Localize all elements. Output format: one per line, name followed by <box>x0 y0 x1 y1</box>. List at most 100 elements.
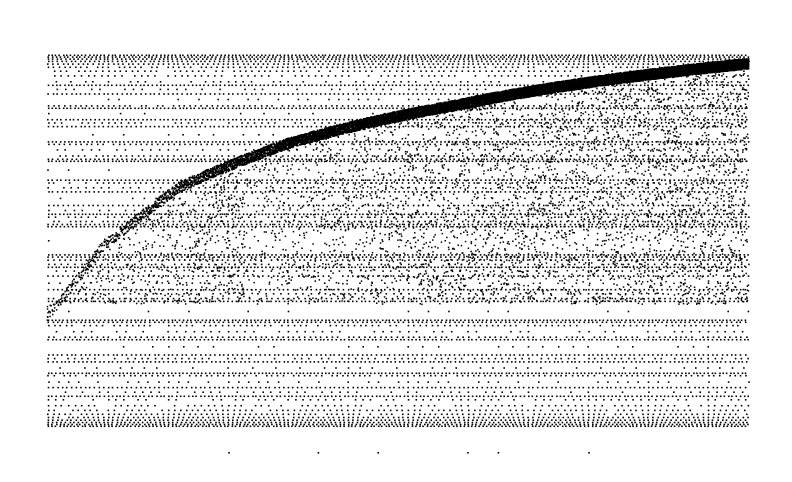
data-point <box>734 182 736 184</box>
data-point <box>541 404 544 407</box>
data-point <box>173 324 176 327</box>
data-point <box>130 288 133 291</box>
data-point <box>486 256 488 258</box>
data-point <box>620 354 622 356</box>
data-point <box>509 191 511 193</box>
data-point <box>347 63 350 65</box>
data-point <box>257 293 259 295</box>
data-point <box>740 357 743 360</box>
data-point <box>113 105 115 107</box>
data-point <box>503 112 505 115</box>
data-point <box>82 63 85 65</box>
data-point <box>417 98 420 101</box>
data-point <box>200 75 203 77</box>
data-point <box>93 223 96 226</box>
data-point <box>267 404 270 407</box>
data-point <box>655 399 657 401</box>
data-point <box>429 259 432 261</box>
data-point <box>135 143 137 146</box>
data-point <box>158 321 160 324</box>
data-point <box>483 105 486 107</box>
data-point <box>592 297 595 300</box>
data-point <box>114 122 116 124</box>
data-point <box>718 413 720 416</box>
data-point <box>408 259 410 261</box>
data-point <box>577 416 580 419</box>
data-point <box>195 256 198 258</box>
data-point <box>501 391 503 393</box>
data-point <box>654 324 656 327</box>
data-point <box>527 416 529 419</box>
data-point <box>397 66 399 69</box>
data-point <box>516 155 518 157</box>
data-point <box>61 223 64 226</box>
data-point <box>130 413 132 416</box>
data-point <box>149 386 151 389</box>
data-point <box>420 191 423 193</box>
data-point <box>702 204 704 207</box>
data-point <box>734 191 737 193</box>
data-point <box>509 155 512 157</box>
data-point <box>628 357 630 360</box>
data-point <box>148 275 150 277</box>
data-point <box>132 204 135 207</box>
data-point <box>421 386 424 389</box>
data-point <box>478 182 480 184</box>
data-point <box>719 324 721 327</box>
data-point <box>107 204 110 207</box>
data-point <box>621 404 623 407</box>
data-point <box>319 191 321 193</box>
data-point <box>500 216 502 218</box>
data-point <box>654 81 657 83</box>
data-point <box>518 158 520 161</box>
data-point <box>210 66 213 69</box>
data-point <box>588 259 590 261</box>
data-point <box>96 182 99 184</box>
data-point <box>89 70 92 72</box>
data-point <box>339 149 342 151</box>
data-point <box>445 374 447 377</box>
data-point <box>361 223 363 226</box>
data-point <box>448 354 451 356</box>
data-point <box>380 288 382 291</box>
data-point <box>309 105 312 107</box>
data-point <box>122 293 125 295</box>
data-point <box>467 70 470 72</box>
data-point <box>296 391 298 393</box>
data-point <box>597 354 599 356</box>
data-point <box>343 354 346 356</box>
data-point <box>254 263 257 266</box>
data-point <box>685 413 688 416</box>
data-point <box>481 354 483 356</box>
data-point <box>195 259 197 261</box>
data-point <box>491 282 494 284</box>
data-point <box>282 66 284 69</box>
data-point <box>481 386 483 389</box>
data-point <box>143 112 146 115</box>
data-point <box>447 357 450 360</box>
data-point <box>80 259 82 261</box>
data-point <box>257 63 259 65</box>
data-point <box>152 293 155 295</box>
data-point <box>312 416 314 419</box>
data-point <box>533 413 535 416</box>
data-point <box>629 386 632 389</box>
data-point <box>572 416 574 419</box>
data-point <box>124 391 127 393</box>
data-point <box>499 191 502 193</box>
data-point <box>331 220 333 223</box>
data-point <box>315 125 318 128</box>
data-point <box>661 263 663 266</box>
data-point <box>726 256 728 258</box>
data-point <box>90 259 93 261</box>
data-point <box>348 75 350 77</box>
data-point <box>342 288 345 291</box>
data-point <box>339 391 341 393</box>
data-point <box>402 416 404 419</box>
data-point <box>396 336 399 338</box>
data-point <box>440 143 442 146</box>
data-point <box>139 354 142 356</box>
data-point <box>393 321 396 324</box>
data-point <box>149 288 151 291</box>
data-point <box>276 220 279 223</box>
